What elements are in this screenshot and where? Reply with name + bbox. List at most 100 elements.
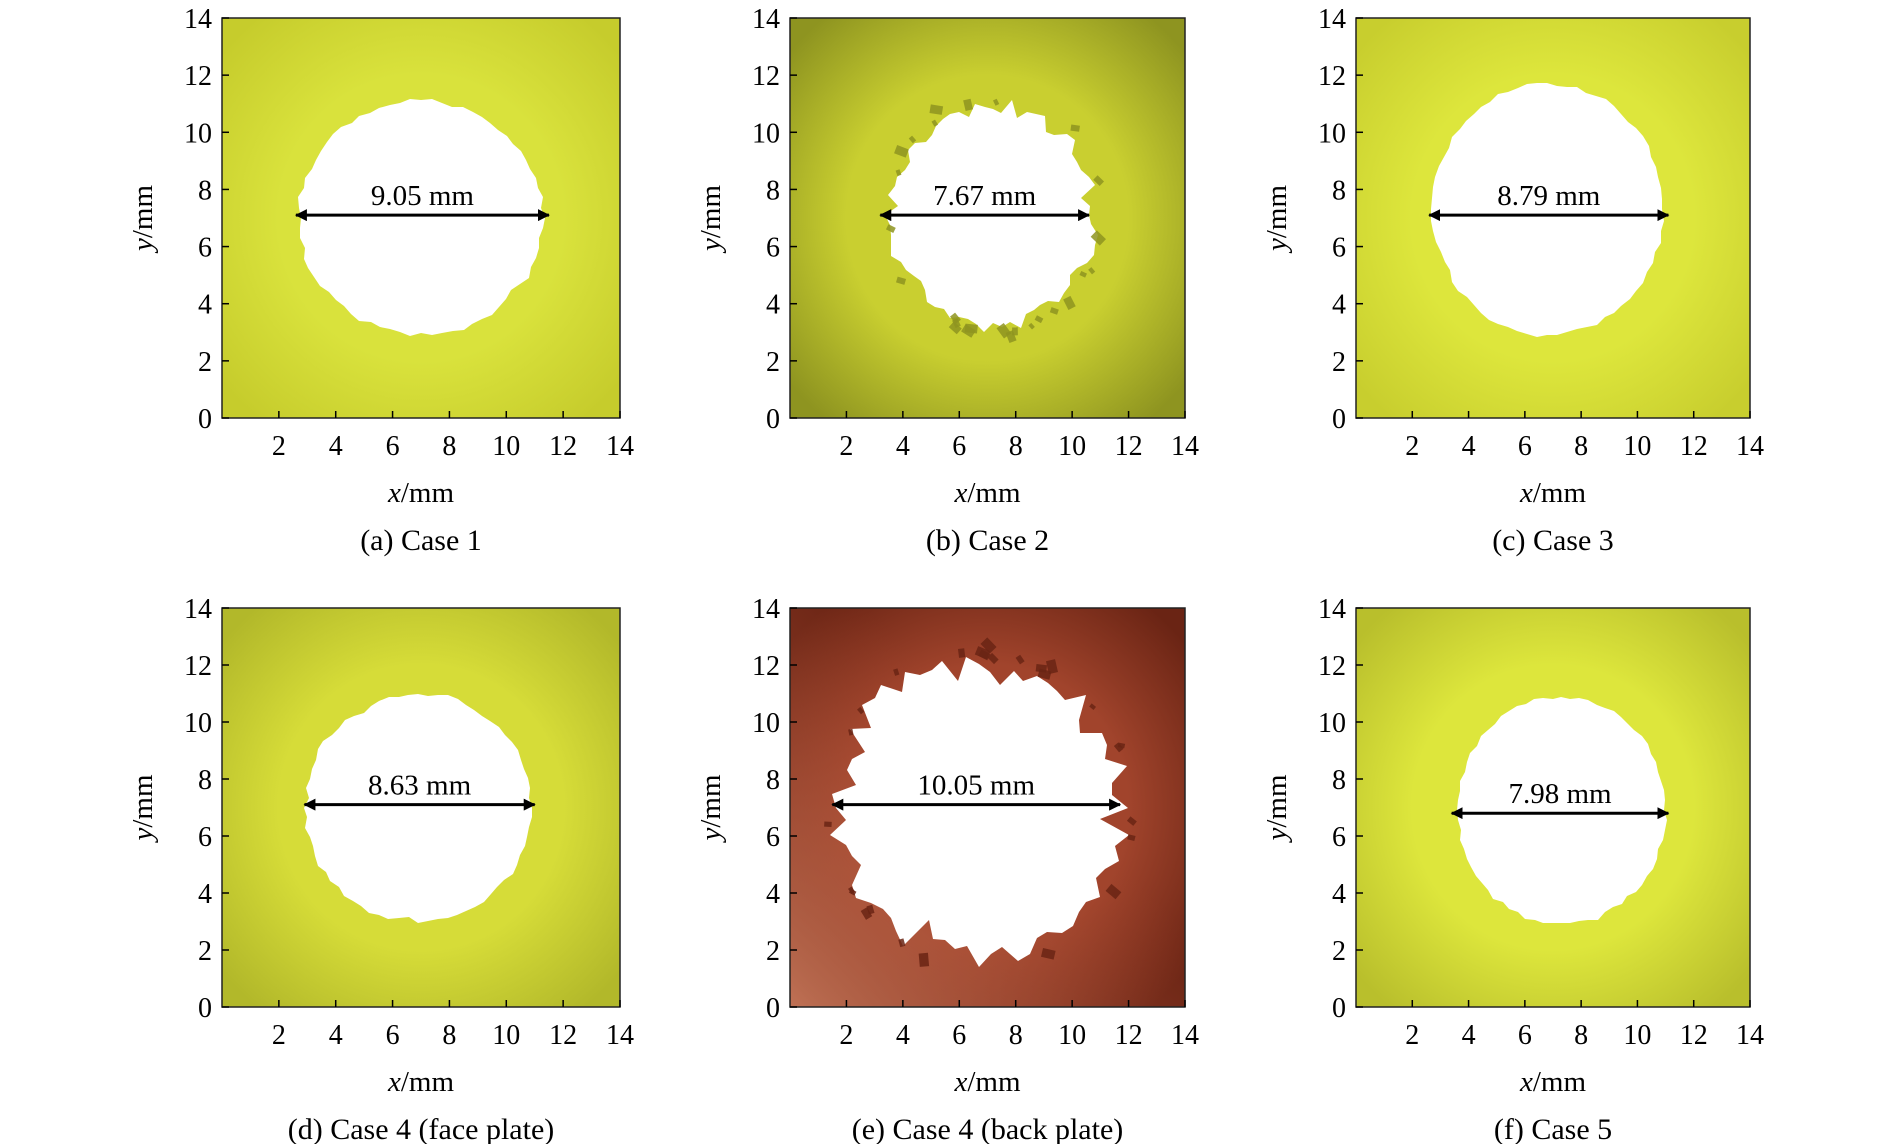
- fragment: [824, 821, 832, 828]
- fragment: [1028, 322, 1035, 330]
- x-axis-label: x/mm: [953, 477, 1020, 509]
- y-tick-label: 12: [184, 651, 212, 682]
- y-tick-label: 0: [198, 993, 212, 1024]
- fragment: [980, 637, 997, 654]
- x-tick-label: 14: [606, 1020, 634, 1051]
- x-tick-label: 2: [839, 1020, 853, 1051]
- y-tick-label: 4: [1332, 879, 1346, 910]
- x-tick-label: 12: [1115, 431, 1143, 462]
- x-tick-label: 2: [1405, 431, 1419, 462]
- y-tick-label: 2: [766, 936, 780, 967]
- x-tick-label: 10: [1623, 1020, 1651, 1051]
- fragment: [1093, 175, 1105, 186]
- x-tick-label: 12: [1115, 1020, 1143, 1051]
- x-tick-label: 2: [272, 431, 286, 462]
- x-tick-label: 14: [606, 431, 634, 462]
- fragment: [992, 98, 1000, 106]
- fragment: [929, 104, 944, 115]
- y-tick-label: 14: [752, 594, 780, 625]
- y-tick-label: 8: [198, 175, 212, 206]
- y-tick-label: 12: [1318, 61, 1346, 92]
- x-tick-label: 12: [549, 431, 577, 462]
- y-tick-label: 10: [752, 118, 780, 149]
- panel-caption: (b) Case 2: [926, 524, 1049, 557]
- y-axis-var: y: [127, 828, 159, 844]
- y-tick-label: 0: [766, 404, 780, 435]
- fragment: [1105, 883, 1122, 900]
- x-tick-label: 10: [1623, 431, 1651, 462]
- x-tick-label: 6: [952, 431, 966, 462]
- y-tick-label: 10: [752, 708, 780, 739]
- fragment: [1117, 742, 1126, 749]
- fragment: [857, 706, 865, 715]
- fragment: [885, 224, 896, 233]
- plot-frame: [789, 607, 1186, 1008]
- y-tick-label: 14: [1318, 594, 1346, 625]
- damage-fragments: [824, 637, 1137, 967]
- dimension-label: 9.05 mm: [371, 180, 475, 212]
- x-axis-label: x/mm: [953, 1066, 1020, 1098]
- fragment: [1127, 834, 1136, 842]
- fragment: [931, 119, 939, 127]
- x-tick-label: 10: [1058, 1020, 1086, 1051]
- y-axis-unit: /mm: [695, 185, 727, 239]
- y-tick-label: 0: [766, 993, 780, 1024]
- fragment: [860, 907, 873, 920]
- x-tick-label: 8: [1009, 431, 1023, 462]
- x-tick-label: 12: [1680, 1020, 1708, 1051]
- y-tick-label: 8: [1332, 765, 1346, 796]
- x-axis-var: x: [1519, 477, 1533, 509]
- x-tick-label: 6: [952, 1020, 966, 1051]
- fragment: [1063, 295, 1076, 310]
- plot-frame: [1355, 607, 1751, 1008]
- y-axis-unit: /mm: [695, 774, 727, 828]
- fragment: [1070, 124, 1080, 132]
- y-axis-var: y: [127, 238, 159, 254]
- fragment: [893, 668, 900, 676]
- y-tick-label: 2: [1332, 936, 1346, 967]
- fragment: [963, 98, 974, 112]
- y-axis-var: y: [695, 238, 727, 254]
- fragment: [908, 135, 917, 144]
- x-tick-label: 8: [1574, 1020, 1588, 1051]
- x-axis-unit: /mm: [967, 1066, 1021, 1098]
- x-axis-var: x: [387, 1066, 401, 1098]
- x-axis-unit: /mm: [1533, 477, 1587, 509]
- y-tick-label: 6: [198, 822, 212, 853]
- y-axis-unit: /mm: [1261, 185, 1293, 239]
- x-tick-label: 14: [1171, 431, 1199, 462]
- dimension-label: 10.05 mm: [917, 770, 1035, 802]
- x-tick-label: 2: [1405, 1020, 1419, 1051]
- fragment: [1113, 742, 1124, 753]
- y-tick-label: 8: [1332, 175, 1346, 206]
- y-tick-label: 10: [1318, 708, 1346, 739]
- fragment: [948, 321, 962, 335]
- y-tick-label: 14: [752, 4, 780, 35]
- x-axis-var: x: [953, 1066, 967, 1098]
- fragment: [1015, 654, 1025, 665]
- plot-frame: [221, 607, 621, 1008]
- x-tick-label: 14: [1171, 1020, 1199, 1051]
- y-tick-label: 2: [198, 347, 212, 378]
- x-tick-label: 4: [896, 431, 910, 462]
- x-axis-unit: /mm: [967, 477, 1021, 509]
- fragment: [961, 324, 976, 338]
- fragment: [1089, 703, 1097, 710]
- y-axis-label: y/mm: [127, 774, 159, 843]
- y-tick-label: 14: [184, 4, 212, 35]
- fragment: [1045, 659, 1059, 675]
- y-tick-label: 6: [766, 822, 780, 853]
- y-tick-label: 10: [1318, 118, 1346, 149]
- x-tick-label: 6: [386, 431, 400, 462]
- fragment: [895, 276, 907, 285]
- y-tick-label: 12: [184, 61, 212, 92]
- x-axis-label: x/mm: [387, 1066, 454, 1098]
- x-tick-label: 6: [1518, 1020, 1532, 1051]
- fragment: [1005, 330, 1017, 344]
- panel-caption: (e) Case 4 (back plate): [852, 1113, 1124, 1144]
- x-axis-unit: /mm: [401, 1066, 455, 1098]
